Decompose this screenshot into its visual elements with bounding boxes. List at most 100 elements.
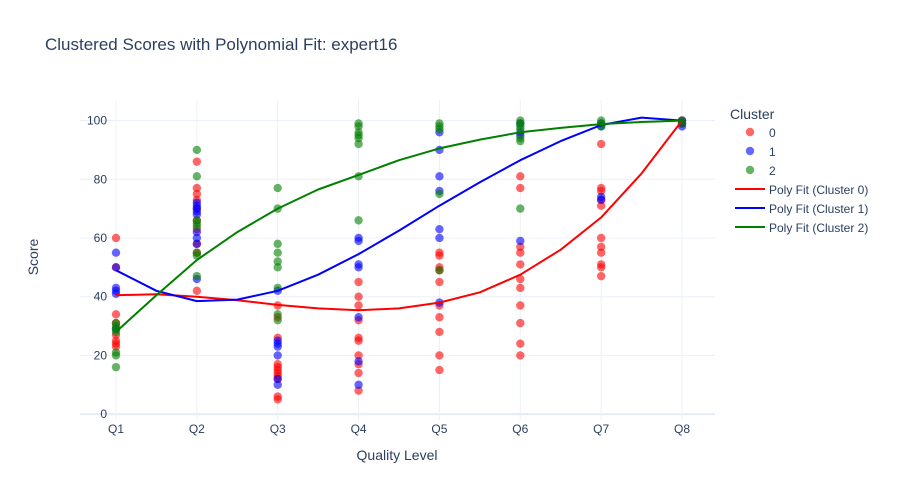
data-point-cluster-1 [273, 342, 282, 351]
data-point-cluster-2 [354, 139, 363, 149]
x-tick-label: Q1 [108, 422, 124, 436]
data-point-cluster-0 [111, 310, 121, 319]
legend-label-cluster-2: 2 [769, 164, 776, 178]
data-point-cluster-0 [516, 242, 525, 251]
data-point-cluster-0 [435, 365, 444, 375]
data-point-cluster-2 [516, 204, 525, 213]
data-point-cluster-0 [596, 271, 606, 281]
data-point-cluster-2 [435, 125, 444, 134]
x-tick-label: Q7 [593, 422, 609, 436]
data-point-cluster-0 [516, 274, 525, 284]
x-tick-label: Q5 [431, 422, 447, 436]
fit-line-cluster-2 [115, 119, 683, 333]
data-point-cluster-0 [435, 313, 444, 322]
data-point-cluster-1 [273, 380, 282, 389]
data-point-cluster-2 [354, 216, 363, 225]
data-point-cluster-1 [192, 233, 202, 243]
fit-line-cluster-0 [115, 119, 683, 312]
data-point-cluster-0 [516, 248, 525, 257]
data-point-cluster-2 [192, 222, 202, 231]
data-point-cluster-0 [354, 386, 363, 395]
data-point-cluster-0 [596, 263, 606, 272]
data-point-cluster-0 [516, 339, 525, 348]
data-point-cluster-1 [273, 351, 282, 360]
data-point-cluster-0 [354, 277, 363, 287]
data-point-cluster-1 [516, 236, 525, 246]
data-point-cluster-0 [596, 242, 606, 251]
data-point-cluster-1 [192, 227, 202, 237]
data-point-cluster-2 [192, 172, 202, 181]
data-point-cluster-0 [596, 139, 606, 149]
scatter-points [111, 116, 687, 404]
data-point-cluster-0 [435, 277, 444, 287]
y-axis-ticks: 0 20 40 60 80 100 [87, 114, 107, 422]
data-point-cluster-2 [435, 266, 444, 275]
data-point-cluster-1 [354, 313, 363, 322]
data-point-cluster-2 [192, 271, 202, 281]
data-point-cluster-1 [354, 357, 363, 366]
data-point-cluster-0 [596, 248, 606, 257]
y-tick-label: 80 [94, 172, 108, 186]
data-point-cluster-2 [435, 189, 444, 199]
data-point-cluster-2 [273, 310, 282, 319]
data-point-cluster-1 [111, 263, 121, 272]
legend-label-cluster-1: 1 [769, 145, 776, 159]
data-point-cluster-0 [354, 368, 363, 378]
legend-marker-cluster-0 [745, 127, 755, 137]
data-point-cluster-2 [273, 315, 282, 325]
data-point-cluster-0 [111, 233, 121, 243]
legend-label-fit-0: Poly Fit (Cluster 0) [769, 183, 868, 197]
data-point-cluster-2 [516, 136, 525, 146]
data-point-cluster-0 [516, 172, 525, 181]
data-point-cluster-0 [516, 283, 525, 293]
data-point-cluster-1 [354, 380, 363, 389]
data-point-cluster-2 [273, 239, 282, 249]
y-tick-label: 100 [87, 114, 107, 128]
legend-marker-cluster-1 [745, 146, 755, 156]
legend[interactable]: Cluster 0 1 2 Poly Fit (Cluster 0) Poly Fit … [730, 106, 868, 235]
data-point-cluster-2 [273, 248, 282, 257]
data-point-cluster-0 [516, 318, 525, 328]
data-point-cluster-1 [111, 248, 121, 257]
data-point-cluster-0 [435, 251, 444, 260]
data-point-cluster-0 [192, 157, 202, 166]
fit-lines [115, 116, 683, 333]
data-point-cluster-0 [596, 233, 606, 243]
data-point-cluster-2 [354, 133, 363, 143]
data-point-cluster-0 [516, 351, 525, 360]
data-point-cluster-2 [192, 145, 202, 155]
data-point-cluster-2 [273, 183, 282, 193]
data-point-cluster-1 [435, 224, 444, 234]
data-point-cluster-1 [192, 210, 202, 219]
data-point-cluster-0 [354, 336, 363, 345]
data-point-cluster-0 [516, 183, 525, 193]
data-point-cluster-2 [273, 257, 282, 266]
legend-label-fit-1: Poly Fit (Cluster 1) [769, 202, 868, 216]
data-point-cluster-0 [192, 183, 202, 193]
x-tick-label: Q2 [189, 422, 205, 436]
fit-line-cluster-1 [115, 116, 683, 303]
data-point-cluster-0 [516, 301, 525, 310]
data-point-cluster-0 [354, 292, 363, 301]
data-point-cluster-0 [596, 186, 606, 196]
legend-label-fit-2: Poly Fit (Cluster 2) [769, 221, 868, 235]
data-point-cluster-1 [435, 233, 444, 243]
data-point-cluster-2 [111, 362, 121, 372]
x-tick-label: Q4 [351, 422, 367, 436]
data-point-cluster-0 [192, 286, 202, 296]
data-point-cluster-1 [596, 195, 606, 205]
data-point-cluster-0 [435, 327, 444, 337]
x-tick-label: Q6 [512, 422, 528, 436]
data-point-cluster-0 [435, 351, 444, 360]
data-point-cluster-2 [273, 263, 282, 272]
y-tick-label: 20 [94, 348, 108, 362]
data-point-cluster-1 [435, 172, 444, 181]
data-point-cluster-0 [354, 351, 363, 360]
y-tick-label: 40 [94, 290, 108, 304]
data-point-cluster-2 [354, 122, 363, 131]
y-axis-title: Score [25, 239, 41, 276]
data-point-cluster-0 [111, 342, 121, 351]
y-tick-label: 60 [94, 231, 108, 245]
data-point-cluster-0 [273, 395, 282, 404]
data-point-cluster-1 [354, 236, 363, 246]
